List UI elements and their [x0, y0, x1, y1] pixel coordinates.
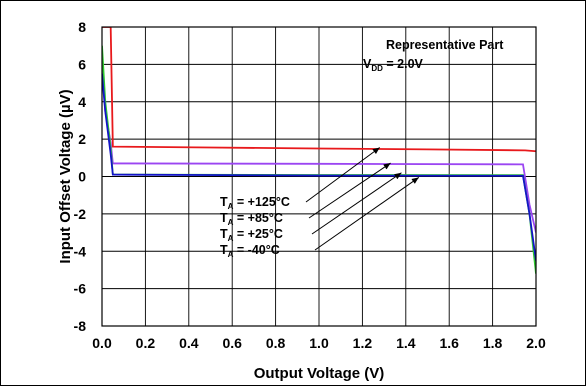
x-tick-label: 1.0 [309, 335, 329, 351]
annotation-vdd: VDD = 2.0V [363, 57, 424, 73]
x-tick-label: 2.0 [526, 335, 546, 351]
label-value: = +125°C [233, 195, 289, 209]
x-tick-label: 0.8 [266, 335, 286, 351]
x-tick-label: 1.2 [353, 335, 373, 351]
series-line-4 [102, 73, 536, 261]
annotation-part: Representative Part [386, 38, 504, 52]
series-leader-arrow [308, 162, 391, 219]
label-sub: A [228, 202, 234, 211]
y-tick-label: 2 [78, 131, 86, 147]
y-tick-label: 6 [78, 56, 86, 72]
y-axis-title: Input Offset Voltage (µV) [57, 89, 74, 263]
vdd-prefix: V [363, 57, 372, 71]
label-value: = +25°C [233, 227, 282, 241]
label-prefix: T [220, 243, 228, 257]
x-axis-title: Output Voltage (V) [254, 365, 385, 382]
label-sub: A [228, 218, 234, 227]
x-tick-label: 0.0 [92, 335, 112, 351]
y-tick-label: 4 [78, 94, 86, 110]
label-prefix: T [220, 211, 228, 225]
vdd-sub: DD [371, 64, 383, 73]
series-leader-arrow [305, 147, 381, 203]
plot-frame [101, 26, 537, 327]
x-tick-label: 1.8 [483, 335, 503, 351]
x-tick-label: 1.4 [396, 335, 416, 351]
x-tick-label: 0.6 [222, 335, 242, 351]
label-prefix: T [220, 227, 228, 241]
y-tick-label: -8 [74, 318, 87, 334]
label-sub: A [228, 250, 234, 259]
series-label-3: TA = +25°C [220, 227, 283, 243]
label-prefix: T [220, 195, 228, 209]
y-tick-label: 8 [78, 19, 86, 35]
x-tick-label: 0.4 [179, 335, 199, 351]
y-tick-label: 0 [78, 169, 86, 185]
series-label-1: TA = +125°C [220, 195, 290, 211]
series-leader-arrow [311, 172, 402, 235]
label-sub: A [228, 234, 234, 243]
y-tick-label: -6 [74, 281, 87, 297]
series-label-4: TA = -40°C [220, 243, 280, 259]
series-label-2: TA = +85°C [220, 211, 283, 227]
label-value: = -40°C [233, 243, 279, 257]
x-tick-label: 0.2 [136, 335, 156, 351]
x-tick-label: 1.6 [439, 335, 459, 351]
series-line-1 [102, 27, 536, 153]
y-tick-label: -4 [74, 243, 87, 259]
series-leader-arrow [314, 177, 420, 251]
vdd-value: = 2.0V [383, 57, 424, 71]
label-value: = +85°C [233, 211, 282, 225]
y-tick-label: -2 [74, 206, 87, 222]
